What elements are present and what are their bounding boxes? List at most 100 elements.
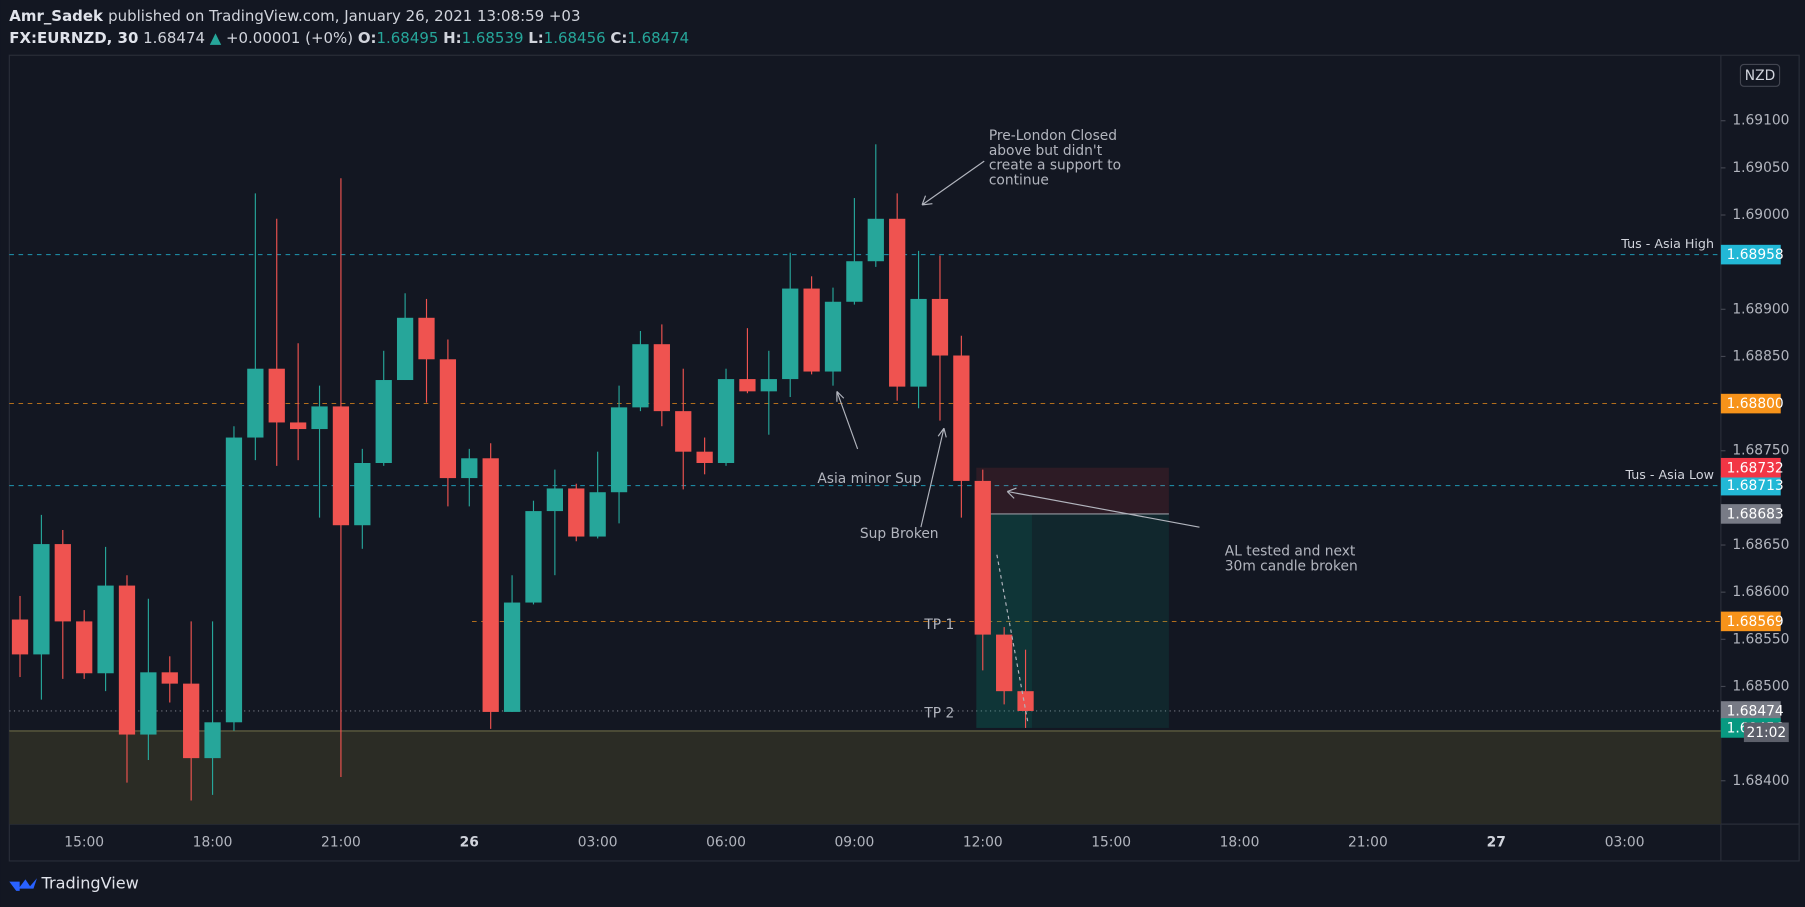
candle-body bbox=[33, 544, 50, 655]
candle-body bbox=[568, 488, 585, 537]
annotations: Pre-London Closed above but didn't creat… bbox=[817, 128, 1357, 722]
annotation: 30m candle broken bbox=[1225, 558, 1358, 574]
candle-body bbox=[11, 619, 29, 655]
candle-body bbox=[953, 355, 970, 481]
arrow bbox=[1006, 487, 1200, 528]
candle-body bbox=[653, 344, 670, 412]
candle-body bbox=[931, 298, 949, 356]
price-badge-label: 1.68732 bbox=[1727, 460, 1784, 476]
price-badge bbox=[1720, 475, 1781, 496]
arrow bbox=[921, 160, 985, 206]
candle-body bbox=[824, 301, 842, 372]
candle-body bbox=[396, 317, 414, 381]
price-badge bbox=[1720, 393, 1781, 414]
candle-body bbox=[632, 344, 649, 408]
candle-body bbox=[161, 672, 178, 684]
countdown-badge bbox=[1743, 722, 1789, 743]
o: 1.68495 bbox=[377, 28, 439, 46]
x-tick-label: 18:00 bbox=[193, 835, 233, 851]
candle-body bbox=[332, 406, 350, 526]
author: Amr_Sadek bbox=[9, 7, 104, 25]
candle-body bbox=[996, 634, 1013, 692]
candle-body bbox=[76, 621, 93, 674]
level-name: Tus - Asia High bbox=[1620, 236, 1714, 251]
h: 1.68539 bbox=[462, 28, 524, 46]
arrows bbox=[836, 160, 1200, 723]
currency-badge bbox=[1739, 63, 1781, 87]
symbol: FX:EURNZD, 30 bbox=[9, 28, 138, 46]
candle-body bbox=[140, 672, 157, 735]
candle-body bbox=[354, 462, 371, 526]
price-badge-label: 1.68569 bbox=[1727, 614, 1784, 630]
price-badge bbox=[1720, 244, 1781, 265]
annotation: AL tested and next bbox=[1225, 543, 1356, 559]
y-tick-label: 1.69100 bbox=[1732, 113, 1789, 129]
price-badge-label: 1.68474 bbox=[1727, 704, 1784, 720]
price-badge-label: 1.68683 bbox=[1727, 506, 1784, 522]
y-tick-label: 1.68500 bbox=[1732, 678, 1789, 694]
y-tick-label: 1.68900 bbox=[1732, 301, 1789, 317]
y-tick-label: 1.69000 bbox=[1732, 207, 1789, 223]
x-tick-label: 21:00 bbox=[321, 835, 361, 851]
h-label: H: bbox=[443, 28, 461, 46]
candle-body bbox=[675, 411, 692, 452]
c-label: C: bbox=[610, 28, 627, 46]
y-tick-label: 1.68400 bbox=[1732, 773, 1789, 789]
level-name: Tus - Asia Low bbox=[1624, 467, 1714, 482]
currency: NZD bbox=[1745, 68, 1775, 84]
price-badge bbox=[1720, 611, 1781, 632]
price-badge-label: 1.68713 bbox=[1727, 478, 1784, 494]
annotation: TP 2 bbox=[923, 706, 954, 722]
y-tick-label: 1.68650 bbox=[1732, 537, 1789, 553]
candle-body bbox=[717, 379, 735, 463]
target-zone bbox=[976, 513, 1169, 728]
x-tick-label: 03:00 bbox=[578, 835, 618, 851]
price-badge bbox=[1720, 504, 1781, 524]
x-tick-label: 06:00 bbox=[706, 835, 746, 851]
candle-body bbox=[225, 437, 243, 723]
candle-body bbox=[739, 379, 756, 392]
demand-zone bbox=[9, 730, 1721, 825]
y-tick-label: 1.68750 bbox=[1732, 443, 1789, 459]
candle-body bbox=[696, 451, 713, 463]
candle-body bbox=[290, 422, 307, 430]
x-tick-label: 26 bbox=[460, 835, 479, 851]
annotation: continue bbox=[989, 173, 1049, 189]
annotation: Asia minor Sup bbox=[817, 471, 921, 487]
candle-body bbox=[760, 379, 777, 392]
candle-body bbox=[418, 317, 435, 360]
last: 1.68474 bbox=[143, 28, 205, 46]
x-tick-label: 21:00 bbox=[1348, 835, 1388, 851]
candle-body bbox=[204, 722, 221, 759]
o-label: O: bbox=[358, 28, 377, 46]
x-tick-label: 15:00 bbox=[64, 835, 104, 851]
brand: TradingView bbox=[41, 873, 139, 892]
candle-body bbox=[183, 683, 200, 759]
candle-body bbox=[610, 407, 628, 493]
candle-body bbox=[867, 218, 884, 262]
candle-body bbox=[375, 380, 392, 463]
candle-body bbox=[503, 602, 521, 712]
l: 1.68456 bbox=[544, 28, 606, 46]
annotation: Pre-London Closed bbox=[989, 128, 1117, 144]
price-badge bbox=[1720, 457, 1781, 478]
x-tick-label: 27 bbox=[1487, 835, 1506, 851]
l-label: L: bbox=[528, 28, 544, 46]
annotation: above but didn't bbox=[989, 143, 1103, 159]
arrow: ▲ bbox=[210, 28, 222, 46]
price-badge-label: 1.68958 bbox=[1727, 247, 1784, 263]
x-tick-label: 18:00 bbox=[1220, 835, 1260, 851]
candle-body bbox=[482, 458, 499, 712]
arrow bbox=[996, 554, 1029, 723]
y-tick-label: 1.69050 bbox=[1732, 160, 1789, 176]
candle-body bbox=[118, 585, 136, 735]
candle-body bbox=[803, 288, 820, 372]
price-badge-label: 1.68800 bbox=[1727, 396, 1784, 412]
annotation: create a support to bbox=[989, 158, 1121, 174]
x-tick-label: 12:00 bbox=[963, 835, 1003, 851]
candle-body bbox=[1017, 691, 1034, 711]
published: published on TradingView.com, January 26… bbox=[108, 7, 580, 25]
candle-body bbox=[974, 480, 991, 635]
candle-body bbox=[546, 488, 564, 512]
